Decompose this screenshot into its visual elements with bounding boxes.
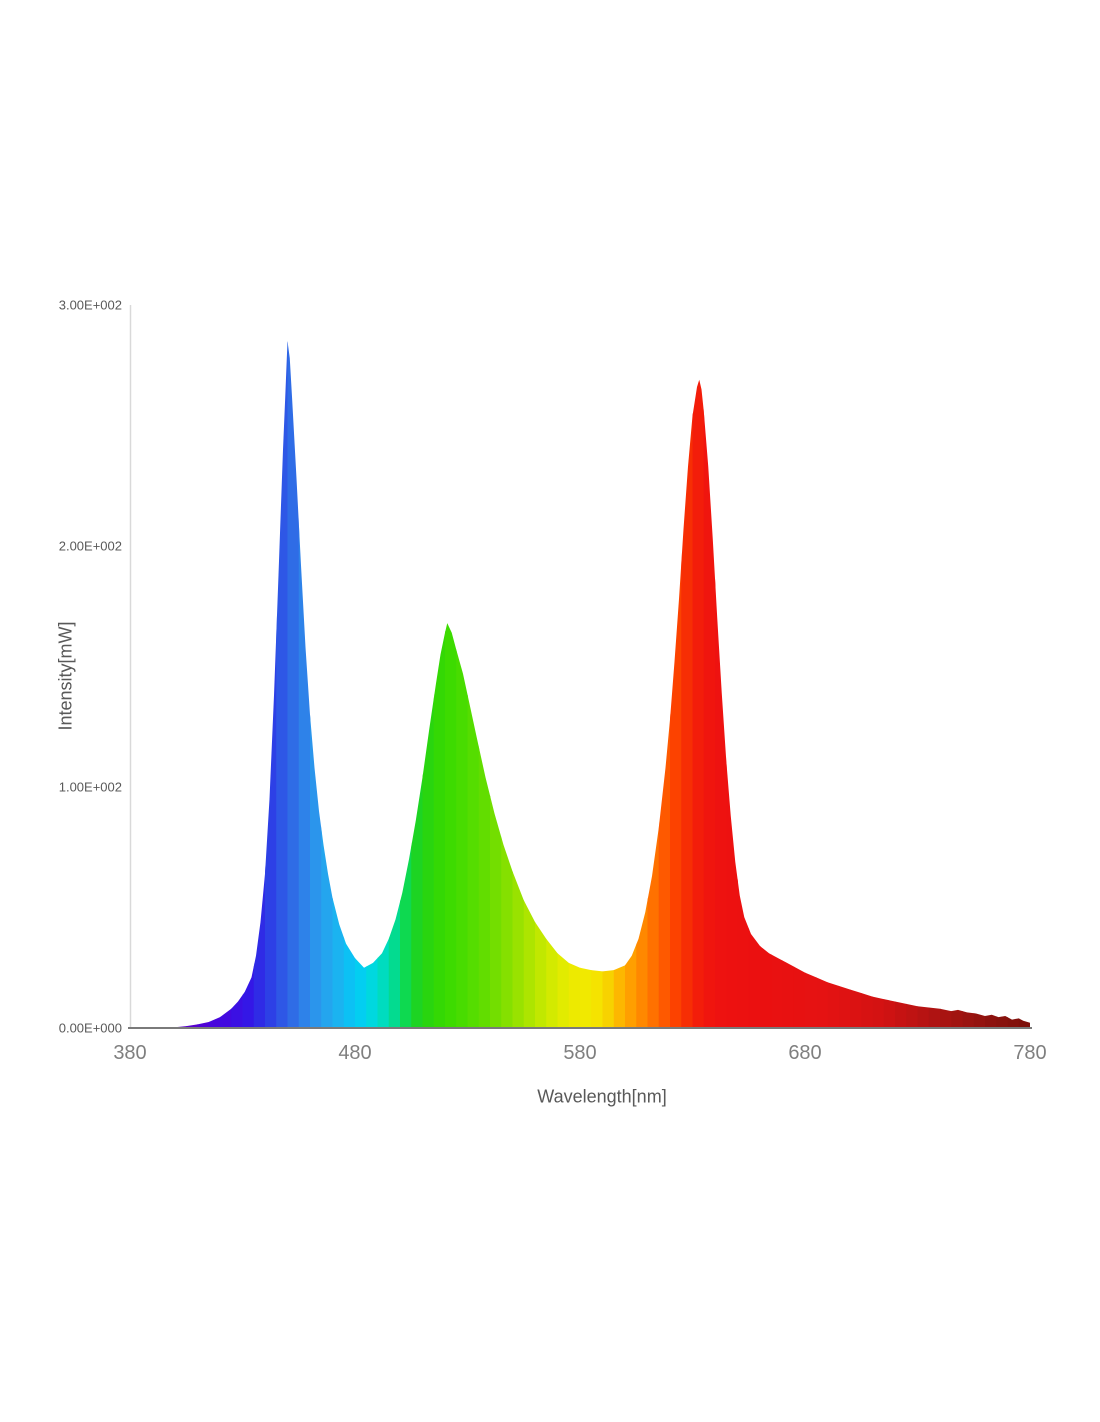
y-tick-label-100: 1.00E+002 <box>58 779 122 795</box>
x-tick-label-780: 780 <box>1013 1042 1047 1064</box>
y-axis-title: Intensity[mW] <box>55 621 76 731</box>
x-axis-title: Wavelength[nm] <box>537 1086 667 1107</box>
x-tick-label-580: 580 <box>563 1042 597 1064</box>
x-tick-label-380: 380 <box>113 1042 147 1064</box>
spectrum-area <box>175 341 1030 1028</box>
y-tick-label-200: 2.00E+002 <box>58 538 122 554</box>
x-tick-label-680: 680 <box>788 1042 822 1064</box>
y-tick-label-300: 3.00E+002 <box>58 297 122 313</box>
y-tick-label-0: 0.00E+000 <box>58 1020 122 1036</box>
x-tick-label-480: 480 <box>338 1042 372 1064</box>
